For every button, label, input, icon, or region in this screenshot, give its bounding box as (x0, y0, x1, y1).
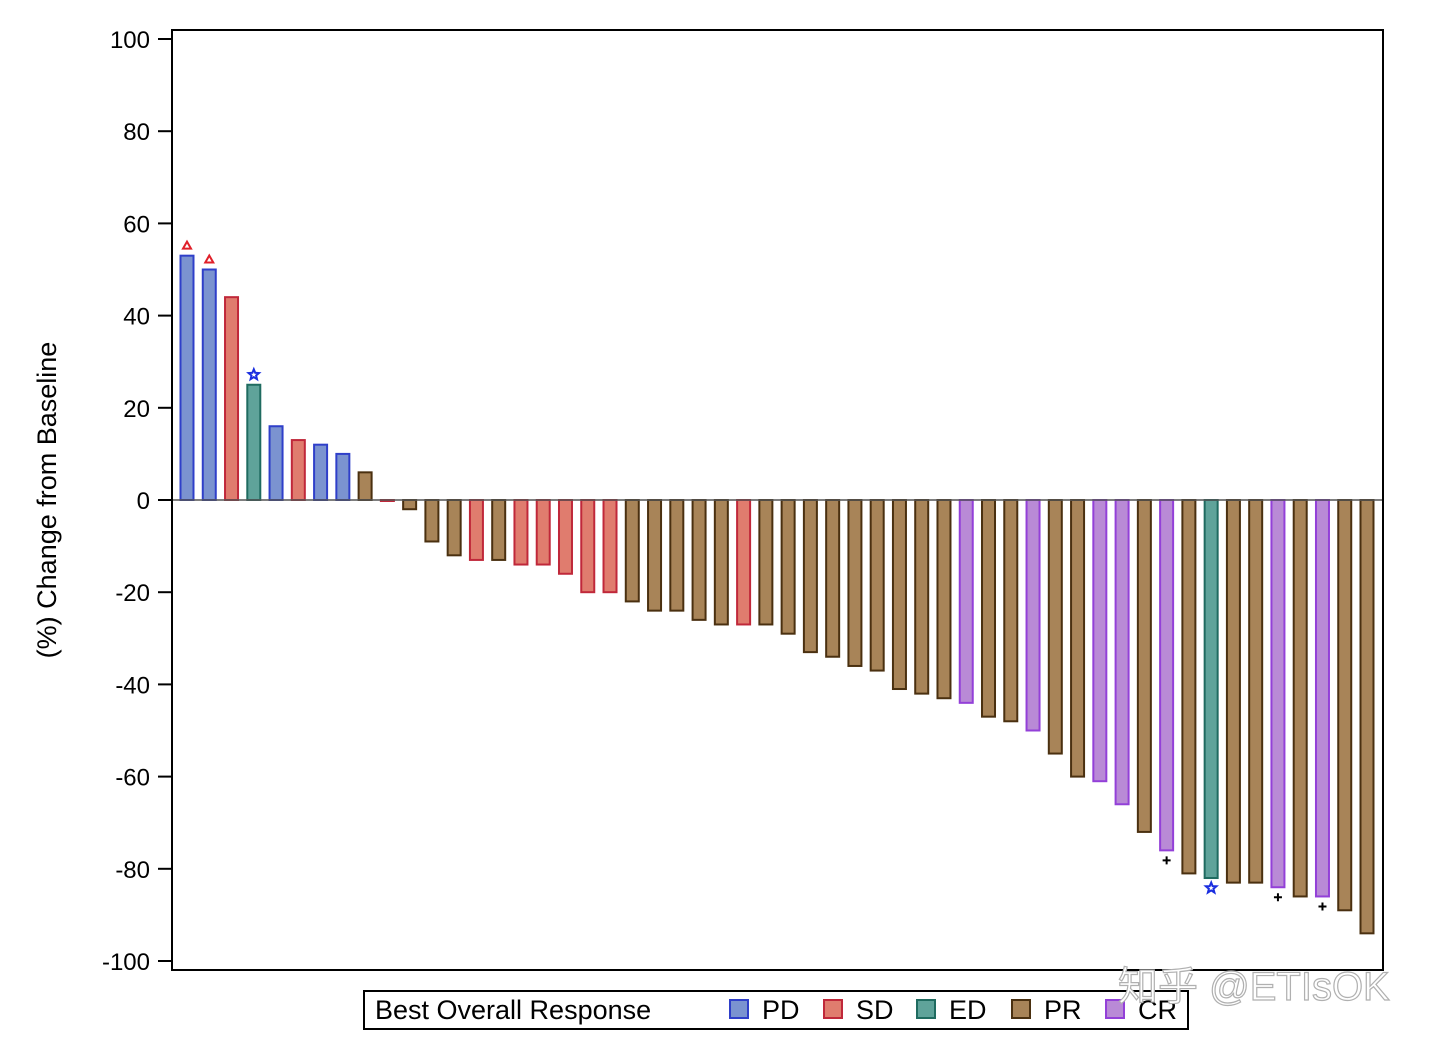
bar-pr (1181, 499, 1197, 875)
bar-pr (424, 499, 440, 543)
bar-sd (535, 499, 551, 566)
triangle-marker-icon (181, 239, 193, 250)
legend-swatch (916, 999, 936, 1019)
bar-pd (268, 425, 284, 501)
bar-pr (891, 499, 907, 691)
plus-marker-icon (1162, 856, 1171, 865)
legend-entry-cr: CR (1105, 995, 1177, 1025)
bar-pr (1359, 499, 1375, 935)
y-tick-label: 40 (123, 304, 150, 331)
bar-pr (1225, 499, 1241, 884)
legend-entry-ed: ED (916, 995, 987, 1025)
y-tick-label: 0 (137, 488, 150, 515)
bar-cr (1114, 499, 1130, 806)
bar-cr (1159, 499, 1175, 852)
y-axis-title-text: (%) Change from Baseline (32, 342, 62, 659)
legend-entries: PD SD ED PR CR (729, 995, 1177, 1025)
legend: Best Overall Response PD SD ED PR CR (363, 990, 1189, 1030)
bar-pr (802, 499, 818, 654)
bar-pr (780, 499, 796, 635)
legend-label: CR (1138, 995, 1177, 1025)
y-tick-label: -80 (115, 857, 150, 884)
legend-label: PR (1044, 995, 1082, 1025)
markers-group (181, 239, 1327, 911)
bar-cr (1092, 499, 1108, 783)
legend-label: SD (856, 995, 894, 1025)
bar-pr (825, 499, 841, 658)
bar-pr (869, 499, 885, 672)
bar-pr (647, 499, 663, 612)
bar-cr (958, 499, 974, 704)
bar-pr (713, 499, 729, 626)
bar-pr (1003, 499, 1019, 723)
bar-sd (468, 499, 484, 561)
bar-pr (669, 499, 685, 612)
legend-swatch (823, 999, 843, 1019)
bar-pr (491, 499, 507, 561)
bar-sd (580, 499, 596, 594)
bar-pr (847, 499, 863, 667)
y-tick-label: -60 (115, 765, 150, 792)
y-tick-label: -40 (115, 672, 150, 699)
bar-pr (1292, 499, 1308, 898)
bar-sd (513, 499, 529, 566)
star-marker-icon (246, 366, 262, 382)
legend-label: PD (762, 995, 800, 1025)
legend-box (363, 990, 1189, 1030)
y-tick-label: 100 (110, 27, 150, 54)
bar-sd (290, 439, 306, 502)
legend-label: ED (949, 995, 987, 1025)
bar-ed (246, 383, 262, 501)
bar-pr (1070, 499, 1086, 778)
y-tick-label: 80 (123, 119, 150, 146)
bar-pd (201, 268, 217, 501)
y-tick-label: 20 (123, 396, 150, 423)
bar-ed (1203, 499, 1219, 880)
star-marker-icon (1203, 879, 1219, 895)
bar-pr (936, 499, 952, 700)
bar-cr (1025, 499, 1041, 732)
y-tick-label: 60 (123, 211, 150, 238)
y-axis-title: (%) Change from Baseline (32, 342, 62, 659)
legend-entry-sd: SD (823, 995, 894, 1025)
y-tick-label: -100 (102, 949, 150, 976)
plus-marker-icon (1318, 902, 1327, 911)
bar-pr (624, 499, 640, 603)
bar-pr (357, 471, 373, 501)
plus-marker-icon (1273, 893, 1282, 902)
legend-entry-pr: PR (1011, 995, 1082, 1025)
bar-pr (914, 499, 930, 695)
bar-sd (736, 499, 752, 626)
bar-sd (602, 499, 618, 594)
bar-pr (1337, 499, 1353, 912)
bar-pr (1248, 499, 1264, 884)
bar-sd (557, 499, 573, 575)
bar-pr (758, 499, 774, 626)
y-tick-label: -20 (115, 580, 150, 607)
legend-swatch (729, 999, 749, 1019)
bar-pr (402, 499, 418, 511)
bar-cr (1270, 499, 1286, 889)
bar-cr (1314, 499, 1330, 898)
bar-pr (446, 499, 462, 557)
bar-pr (691, 499, 707, 621)
bars-group (179, 254, 1375, 935)
legend-entry-pd: PD (729, 995, 800, 1025)
watermark: 知乎 @ETIsOK (1118, 965, 1390, 1009)
legend-swatch (1011, 999, 1031, 1019)
bar-pd (179, 254, 195, 501)
bar-pr (1047, 499, 1063, 755)
y-axis-ticks: 100 80 60 40 20 0 -20 -40 -60 -80 -100 (102, 27, 172, 976)
legend-title: Best Overall Response (375, 995, 651, 1025)
bar-sd (224, 296, 240, 501)
bar-pr (1136, 499, 1152, 833)
bar-pr (981, 499, 997, 718)
legend-swatch (1105, 999, 1125, 1019)
bar-pd (313, 443, 329, 501)
triangle-marker-icon (203, 253, 215, 264)
bar-pd (335, 452, 351, 501)
plot-frame (171, 29, 1384, 971)
